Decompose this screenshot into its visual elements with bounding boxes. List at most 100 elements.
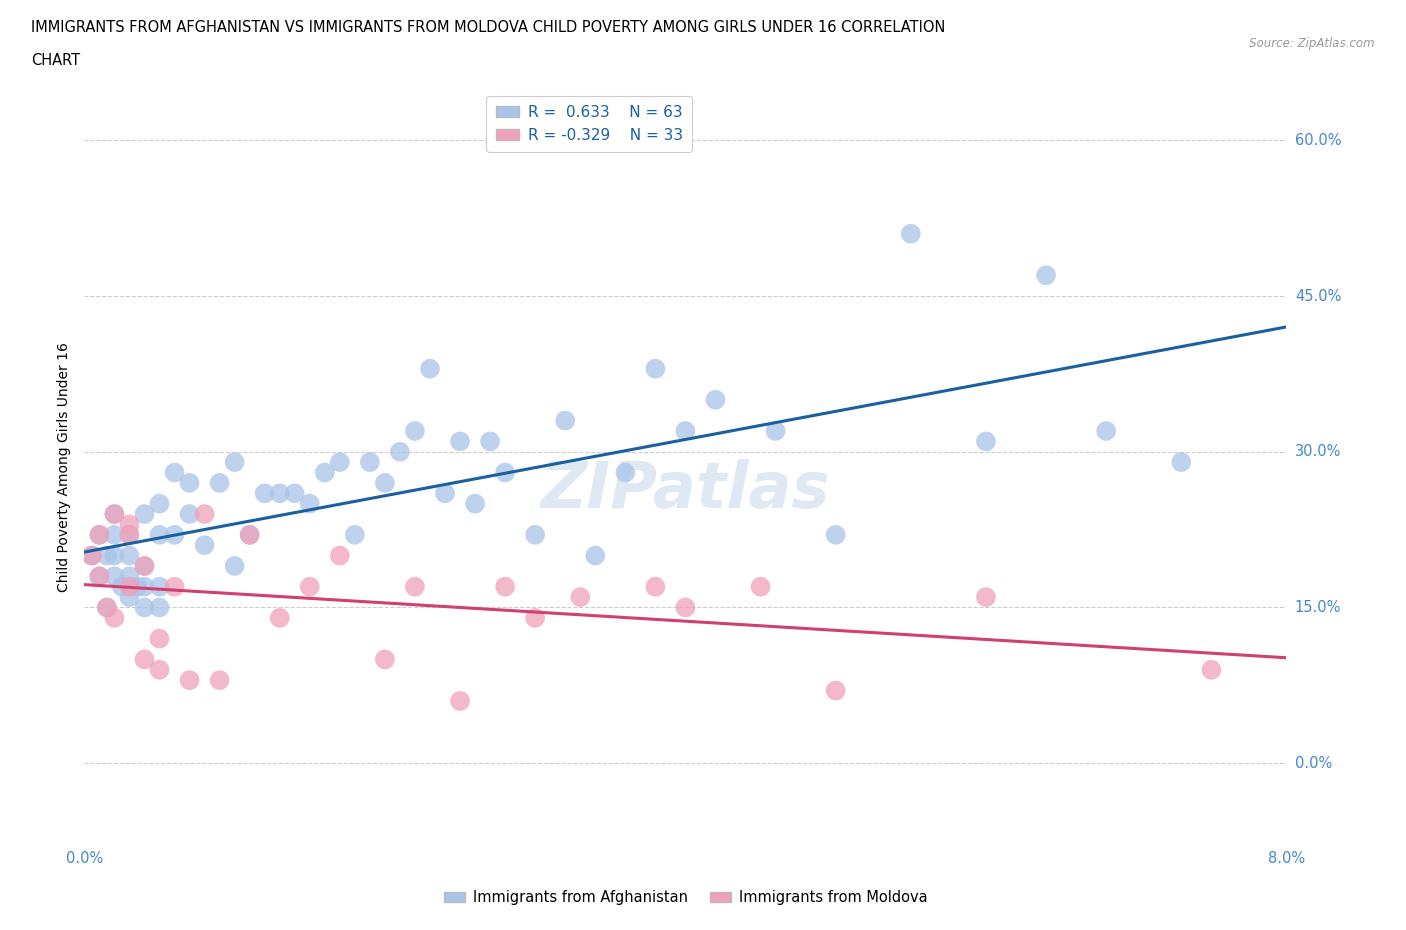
Point — [824, 684, 846, 698]
Point — [388, 445, 411, 459]
Point — [644, 361, 666, 376]
Point — [269, 610, 291, 625]
Y-axis label: Child Poverty Among Girls Under 16: Child Poverty Among Girls Under 16 — [58, 342, 72, 592]
Point — [224, 455, 246, 470]
Point — [704, 392, 727, 407]
Point — [134, 652, 156, 667]
Point — [824, 527, 846, 542]
Point — [1201, 662, 1223, 677]
Point — [89, 569, 111, 584]
Point — [284, 485, 307, 500]
Point — [749, 579, 772, 594]
Point — [269, 485, 291, 500]
Point — [103, 527, 125, 542]
Point — [134, 579, 156, 594]
Point — [765, 423, 787, 438]
Point — [118, 527, 141, 542]
Point — [614, 465, 637, 480]
Point — [1170, 455, 1192, 470]
Point — [179, 672, 201, 687]
Point — [314, 465, 336, 480]
Point — [103, 507, 125, 522]
Point — [239, 527, 262, 542]
Text: Source: ZipAtlas.com: Source: ZipAtlas.com — [1250, 37, 1375, 50]
Point — [134, 507, 156, 522]
Point — [118, 527, 141, 542]
Point — [80, 548, 103, 563]
Point — [179, 507, 201, 522]
Point — [96, 600, 118, 615]
Text: 15.0%: 15.0% — [1295, 600, 1341, 615]
Point — [1035, 268, 1057, 283]
Point — [298, 497, 321, 512]
Point — [80, 548, 103, 563]
Point — [89, 569, 111, 584]
Point — [675, 600, 697, 615]
Legend: Immigrants from Afghanistan, Immigrants from Moldova: Immigrants from Afghanistan, Immigrants … — [437, 884, 934, 911]
Text: 0.0%: 0.0% — [1295, 756, 1331, 771]
Point — [194, 538, 217, 552]
Point — [449, 434, 471, 449]
Text: ZIPatlas: ZIPatlas — [541, 459, 830, 521]
Point — [148, 631, 170, 646]
Point — [125, 579, 148, 594]
Point — [419, 361, 441, 376]
Point — [96, 600, 118, 615]
Text: 45.0%: 45.0% — [1295, 288, 1341, 303]
Point — [163, 579, 186, 594]
Point — [103, 569, 125, 584]
Point — [359, 455, 381, 470]
Point — [163, 465, 186, 480]
Point — [900, 226, 922, 241]
Point — [103, 610, 125, 625]
Point — [118, 579, 141, 594]
Point — [134, 559, 156, 574]
Point — [329, 455, 352, 470]
Point — [148, 662, 170, 677]
Point — [494, 579, 516, 594]
Point — [583, 548, 606, 563]
Text: 30.0%: 30.0% — [1295, 445, 1341, 459]
Point — [103, 548, 125, 563]
Text: 60.0%: 60.0% — [1295, 133, 1341, 148]
Point — [253, 485, 276, 500]
Point — [404, 423, 426, 438]
Point — [179, 475, 201, 490]
Point — [103, 507, 125, 522]
Point — [464, 497, 486, 512]
Point — [111, 579, 134, 594]
Point — [554, 413, 576, 428]
Point — [118, 517, 141, 532]
Text: CHART: CHART — [31, 53, 80, 68]
Point — [89, 527, 111, 542]
Point — [134, 559, 156, 574]
Point — [974, 590, 997, 604]
Point — [569, 590, 592, 604]
Point — [675, 423, 697, 438]
Point — [89, 527, 111, 542]
Point — [148, 497, 170, 512]
Point — [494, 465, 516, 480]
Point — [404, 579, 426, 594]
Point — [96, 548, 118, 563]
Point — [449, 694, 471, 709]
Point — [374, 652, 396, 667]
Point — [148, 579, 170, 594]
Point — [374, 475, 396, 490]
Point — [974, 434, 997, 449]
Point — [194, 507, 217, 522]
Point — [208, 672, 231, 687]
Point — [208, 475, 231, 490]
Point — [343, 527, 366, 542]
Point — [118, 548, 141, 563]
Text: IMMIGRANTS FROM AFGHANISTAN VS IMMIGRANTS FROM MOLDOVA CHILD POVERTY AMONG GIRLS: IMMIGRANTS FROM AFGHANISTAN VS IMMIGRANT… — [31, 20, 945, 35]
Point — [298, 579, 321, 594]
Point — [644, 579, 666, 594]
Point — [148, 600, 170, 615]
Point — [239, 527, 262, 542]
Point — [329, 548, 352, 563]
Point — [434, 485, 457, 500]
Point — [118, 590, 141, 604]
Point — [1095, 423, 1118, 438]
Point — [148, 527, 170, 542]
